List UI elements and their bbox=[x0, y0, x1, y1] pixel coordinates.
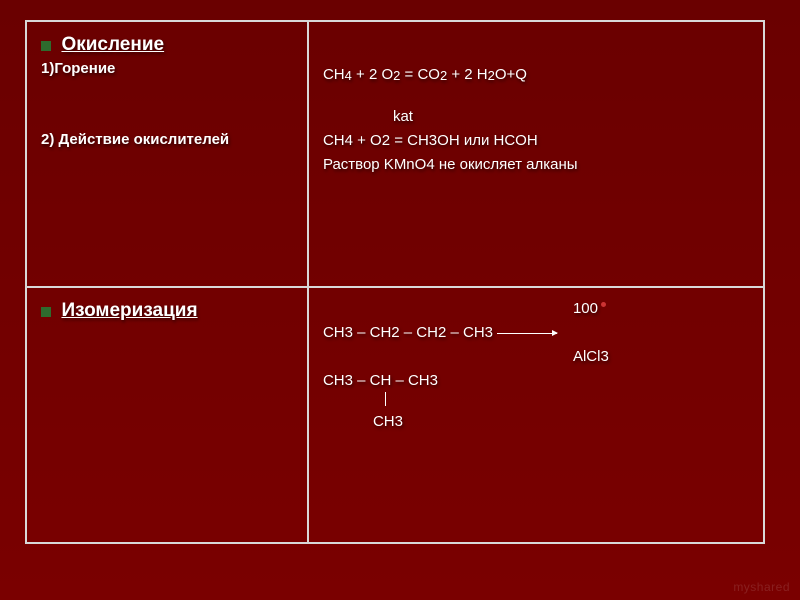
table-row: Окисление 1)Горение 2) Действие окислите… bbox=[26, 21, 764, 287]
isomerization-heading: Изомеризация bbox=[41, 300, 293, 322]
cell-isomerization-right: 100 CH3 – CH2 – CH2 – CH3 AlCl3 CH3 – CH… bbox=[308, 287, 764, 543]
oxidation-title: Окисление bbox=[61, 34, 164, 55]
kmno4-note: Раствор KMnO4 не окисляет алканы bbox=[323, 156, 749, 174]
degree-icon bbox=[601, 302, 606, 307]
watermark-text: myshared bbox=[733, 580, 790, 594]
combustion-equation: CH4 + 2 O2 = CO2 + 2 H2O+Q bbox=[323, 66, 749, 84]
table-row: Изомеризация 100 CH3 – CH2 – CH2 – CH3 A… bbox=[26, 287, 764, 543]
arrow-icon bbox=[497, 333, 557, 334]
oxidation-heading: Окисление bbox=[41, 34, 293, 56]
bullet-icon bbox=[41, 41, 51, 51]
isobutane-top: CH3 – CH – CH3 bbox=[323, 372, 749, 390]
bullet-icon bbox=[41, 307, 51, 317]
isomerization-title: Изомеризация bbox=[61, 300, 197, 321]
bond-line bbox=[323, 390, 749, 413]
cell-oxidation-right: CH4 + 2 O2 = CO2 + 2 H2O+Q kat CH4 + O2 … bbox=[308, 21, 764, 287]
isobutane-bottom: CH3 bbox=[373, 413, 749, 431]
catalyst-alcl3: AlCl3 bbox=[573, 348, 749, 366]
cell-oxidation-left: Окисление 1)Горение 2) Действие окислите… bbox=[26, 21, 308, 287]
temperature-label: 100 bbox=[573, 300, 749, 318]
oxidation-sub2: 2) Действие окислителей bbox=[41, 131, 293, 148]
catalyst-label: kat bbox=[393, 108, 749, 126]
slide-container: Окисление 1)Горение 2) Действие окислите… bbox=[0, 0, 800, 564]
butane-chain: CH3 – CH2 – CH2 – CH3 bbox=[323, 324, 749, 342]
reactions-table: Окисление 1)Горение 2) Действие окислите… bbox=[25, 20, 765, 544]
cell-isomerization-left: Изомеризация bbox=[26, 287, 308, 543]
oxidation-sub1: 1)Горение bbox=[41, 60, 293, 77]
catalytic-oxidation-equation: CH4 + O2 = CH3OH или HCOH bbox=[323, 132, 749, 150]
